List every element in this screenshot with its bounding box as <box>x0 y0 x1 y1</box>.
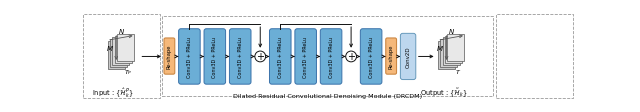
Polygon shape <box>447 34 464 62</box>
FancyBboxPatch shape <box>164 39 175 74</box>
Polygon shape <box>438 42 455 69</box>
Text: $N$: $N$ <box>449 27 456 36</box>
Text: $T$: $T$ <box>455 67 461 75</box>
Text: Input : $\{\hat{\mathcal{H}}_k^P\}$: Input : $\{\hat{\mathcal{H}}_k^P\}$ <box>92 86 134 99</box>
Text: Conv3D + PReLu: Conv3D + PReLu <box>212 37 218 77</box>
Polygon shape <box>117 34 134 62</box>
Text: Conv3D + PReLu: Conv3D + PReLu <box>237 37 243 77</box>
Polygon shape <box>115 36 132 64</box>
FancyBboxPatch shape <box>269 29 291 84</box>
FancyBboxPatch shape <box>320 29 342 84</box>
Circle shape <box>346 52 356 62</box>
FancyBboxPatch shape <box>230 29 251 84</box>
FancyBboxPatch shape <box>386 39 397 74</box>
Text: Conv3D + PReLu: Conv3D + PReLu <box>278 37 283 77</box>
Text: $T_P$: $T_P$ <box>124 67 132 76</box>
Polygon shape <box>443 38 460 66</box>
Text: Conv2D: Conv2D <box>406 46 411 68</box>
Polygon shape <box>110 40 127 67</box>
Text: $N$: $N$ <box>118 27 125 36</box>
Text: Conv3D + PReLu: Conv3D + PReLu <box>303 37 308 77</box>
Polygon shape <box>445 36 462 64</box>
Text: Re-shape: Re-shape <box>388 44 394 69</box>
Text: +: + <box>347 52 355 62</box>
Polygon shape <box>440 40 458 67</box>
Text: $M$: $M$ <box>106 44 114 53</box>
Circle shape <box>255 52 266 62</box>
Text: $M$: $M$ <box>436 44 444 53</box>
FancyBboxPatch shape <box>179 29 200 84</box>
Polygon shape <box>113 38 129 66</box>
Text: +: + <box>256 52 264 62</box>
FancyBboxPatch shape <box>360 29 382 84</box>
Text: Conv3D + PReLu: Conv3D + PReLu <box>187 37 192 77</box>
Text: Output : $\{\tilde{\mathcal{H}}_k\}$: Output : $\{\tilde{\mathcal{H}}_k\}$ <box>420 86 467 99</box>
FancyBboxPatch shape <box>295 29 316 84</box>
Polygon shape <box>108 42 125 69</box>
FancyBboxPatch shape <box>204 29 225 84</box>
Text: Conv3D + PReLu: Conv3D + PReLu <box>369 37 374 77</box>
Text: Conv3D + PReLu: Conv3D + PReLu <box>328 37 333 77</box>
FancyBboxPatch shape <box>401 34 416 80</box>
Text: Re-shape: Re-shape <box>167 44 172 69</box>
Text: Dilated Residual Convolutional Denoising Module (DRCDM): Dilated Residual Convolutional Denoising… <box>233 93 422 98</box>
